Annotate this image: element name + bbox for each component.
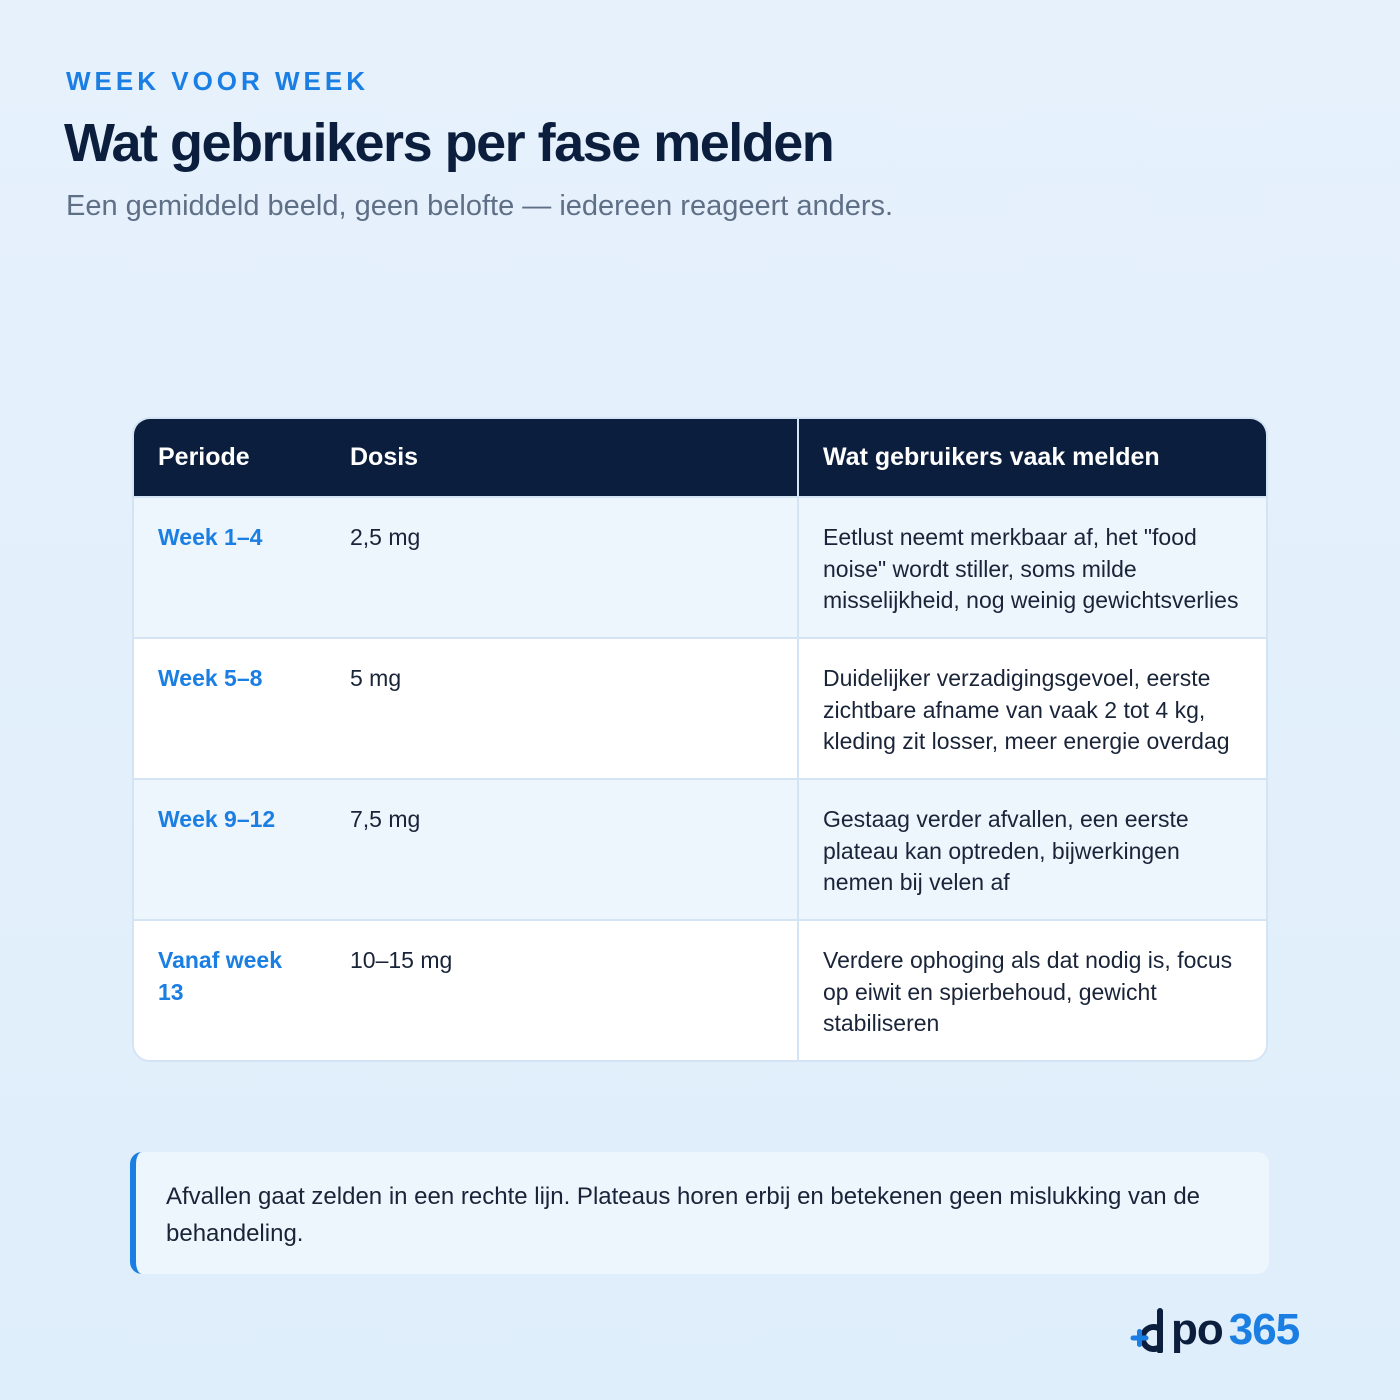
column-header-dose: Dosis <box>350 443 419 471</box>
row-report: Gestaag verder afvallen, een eerste plat… <box>797 779 1266 920</box>
row-dose: 10–15 mg <box>350 947 453 973</box>
table-row: Week 1–4 2,5 mg Eetlust neemt merkbaar a… <box>134 497 1266 638</box>
column-header-report: Wat gebruikers vaak melden <box>797 419 1266 497</box>
table-row: Vanaf week 13 10–15 mg Verdere ophoging … <box>134 920 1266 1060</box>
brand-logo: po 365 <box>1130 1300 1300 1360</box>
row-dose: 2,5 mg <box>350 524 421 550</box>
logo-text-accent: 365 <box>1228 1305 1300 1354</box>
table-row: Week 9–12 7,5 mg Gestaag verder afvallen… <box>134 779 1266 920</box>
table-header-row: Periode Dosis Wat gebruikers vaak melden <box>134 419 1266 497</box>
row-dose: 5 mg <box>350 665 402 691</box>
callout-note: Afvallen gaat zelden in een rechte lijn.… <box>130 1152 1269 1274</box>
row-report: Eetlust neemt merkbaar af, het "food noi… <box>797 497 1266 638</box>
row-period: Vanaf week 13 <box>158 947 283 1005</box>
table-row: Week 5–8 5 mg Duidelijker verzadigingsge… <box>134 638 1266 779</box>
row-period: Week 5–8 <box>158 665 263 691</box>
column-header-period: Periode <box>158 443 250 471</box>
row-report: Verdere ophoging als dat nodig is, focus… <box>797 920 1266 1060</box>
eyebrow-label: WEEK VOOR WEEK <box>66 66 370 96</box>
phase-table: Periode Dosis Wat gebruikers vaak melden… <box>132 417 1268 1062</box>
page-title: Wat gebruikers per fase melden <box>64 113 835 173</box>
logo-text-dark: po <box>1171 1305 1224 1354</box>
row-period: Week 9–12 <box>158 806 276 832</box>
plus-d-logo-icon <box>1130 1308 1163 1353</box>
row-report: Duidelijker verzadigingsgevoel, eerste z… <box>797 638 1266 779</box>
row-dose: 7,5 mg <box>350 806 421 832</box>
row-period: Week 1–4 <box>158 524 263 550</box>
page-subtitle: Een gemiddeld beeld, geen belofte — iede… <box>66 190 894 222</box>
